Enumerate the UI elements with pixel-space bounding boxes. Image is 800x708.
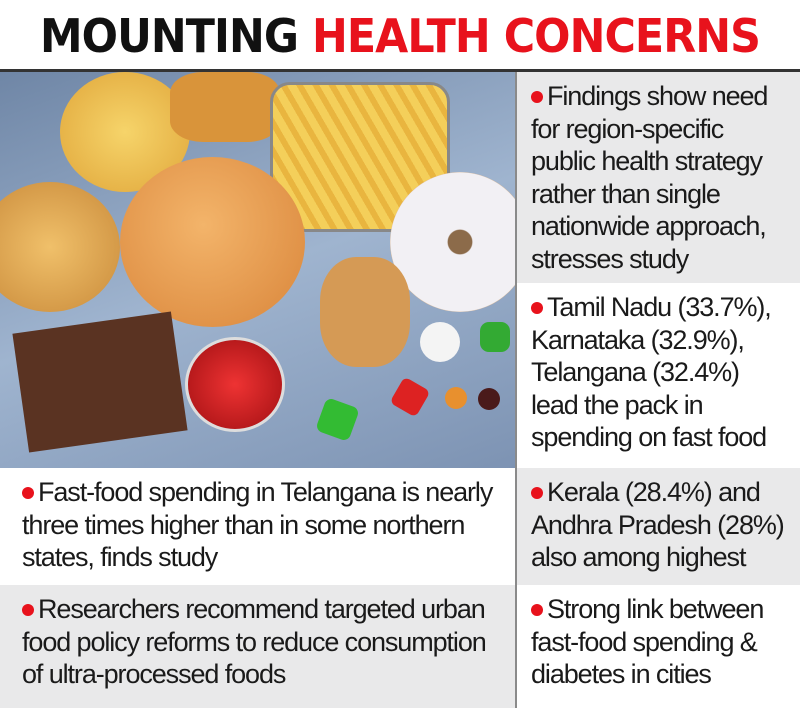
bullet-icon: [531, 604, 543, 616]
donut-shape: [390, 172, 515, 312]
candy-shape: [480, 322, 510, 352]
title-part1: MOUNTING: [39, 9, 299, 63]
muffin-shape: [0, 182, 120, 312]
cookies-shape: [320, 257, 410, 367]
item-text: Kerala (28.4%) and Andhra Pradesh (28%) …: [531, 477, 785, 572]
page-title: MOUNTING HEALTH CONCERNS: [28, 0, 772, 70]
right-item-4: Strong link between fast-food spending &…: [517, 585, 800, 708]
fast-food-image: [0, 72, 515, 468]
title-divider: [0, 69, 800, 72]
candy-shape: [315, 397, 360, 442]
bullet-icon: [22, 487, 34, 499]
left-item-2: Researchers recommend targeted urban foo…: [0, 585, 515, 708]
item-text: Researchers recommend targeted urban foo…: [22, 594, 487, 689]
chocolate-shape: [12, 311, 188, 453]
right-item-1: Findings show need for region-specific p…: [517, 72, 800, 283]
ketchup-shape: [185, 337, 285, 432]
bullet-icon: [531, 487, 543, 499]
left-item-1: Fast-food spending in Telangana is nearl…: [0, 468, 515, 585]
column-divider: [515, 72, 517, 708]
right-item-3: Kerala (28.4%) and Andhra Pradesh (28%) …: [517, 468, 800, 585]
candy-shape: [389, 376, 431, 418]
title-part2: HEALTH CONCERNS: [312, 9, 761, 63]
candy-shape: [420, 322, 460, 362]
bullet-icon: [22, 604, 34, 616]
candy-shape: [478, 388, 500, 410]
item-text: Tamil Nadu (33.7%), Karnataka (32.9%), T…: [531, 292, 772, 452]
item-text: Findings show need for region-specific p…: [531, 81, 768, 274]
item-text: Strong link between fast-food spending &…: [531, 594, 764, 689]
candy-shape: [445, 387, 467, 409]
nuggets-shape: [170, 72, 280, 142]
item-text: Fast-food spending in Telangana is nearl…: [22, 477, 493, 572]
bullet-icon: [531, 91, 543, 103]
burger-shape: [120, 157, 305, 327]
right-item-2: Tamil Nadu (33.7%), Karnataka (32.9%), T…: [517, 283, 800, 468]
bullet-icon: [531, 302, 543, 314]
